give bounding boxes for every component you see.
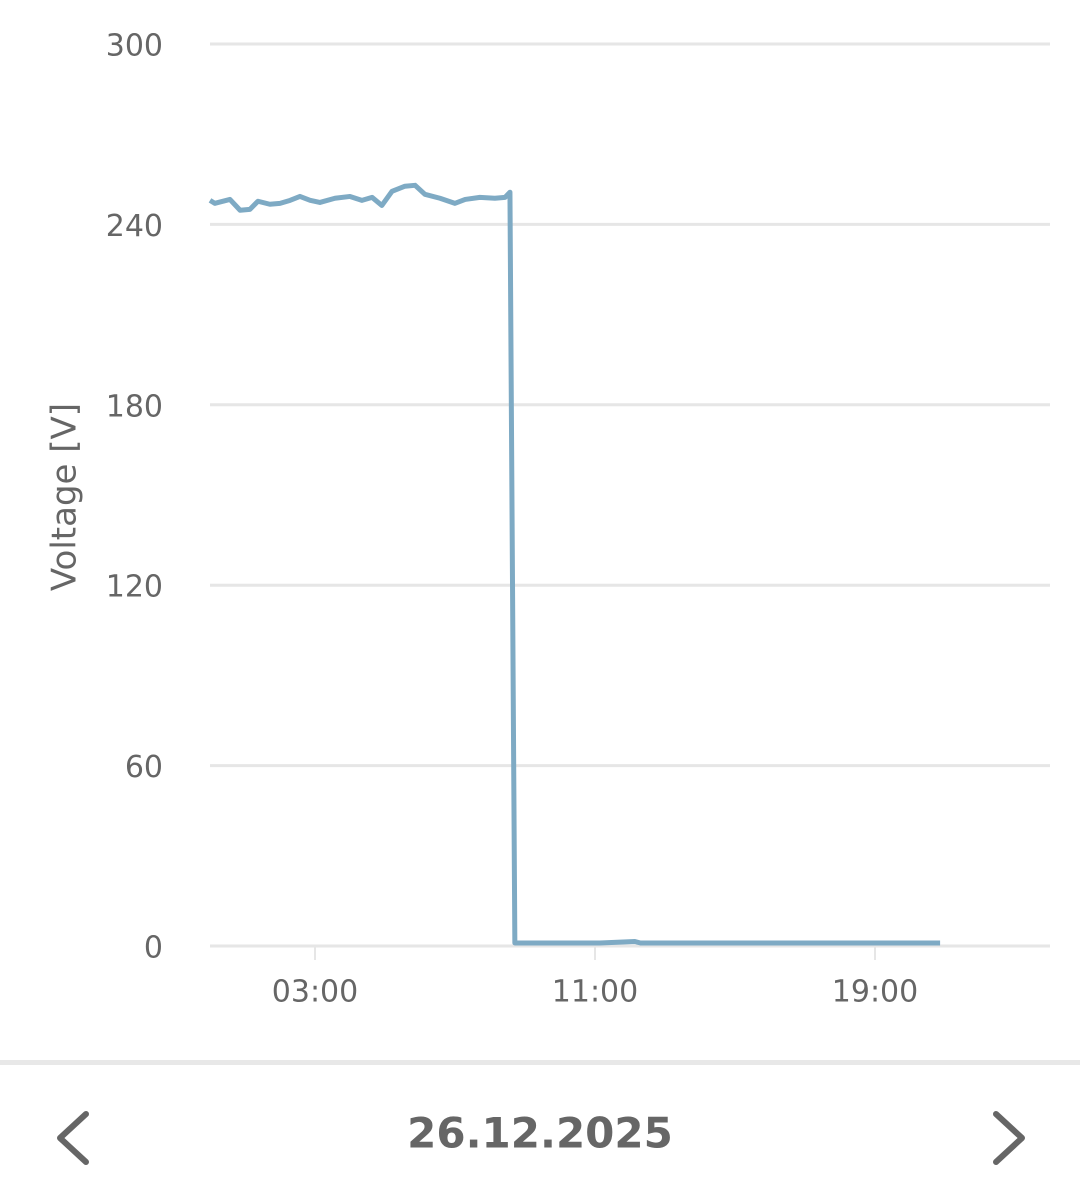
y-tick-label: 180 — [106, 389, 163, 424]
x-tick-label: 19:00 — [832, 975, 918, 1010]
next-day-button[interactable] — [993, 1111, 1025, 1165]
prev-day-button[interactable] — [57, 1111, 89, 1165]
y-tick-label: 60 — [125, 750, 163, 785]
voltage-line — [208, 182, 941, 946]
divider — [0, 1060, 1080, 1065]
y-tick-label: 240 — [106, 209, 163, 244]
y-axis-title: Voltage [V] — [45, 403, 85, 591]
date-label[interactable]: 26.12.2025 — [407, 1109, 673, 1158]
y-tick-label: 0 — [144, 931, 163, 966]
y-tick-label: 120 — [106, 570, 163, 605]
x-tick-label: 03:00 — [272, 975, 358, 1010]
x-tick-label: 11:00 — [552, 975, 638, 1010]
y-tick-label: 300 — [106, 29, 163, 64]
